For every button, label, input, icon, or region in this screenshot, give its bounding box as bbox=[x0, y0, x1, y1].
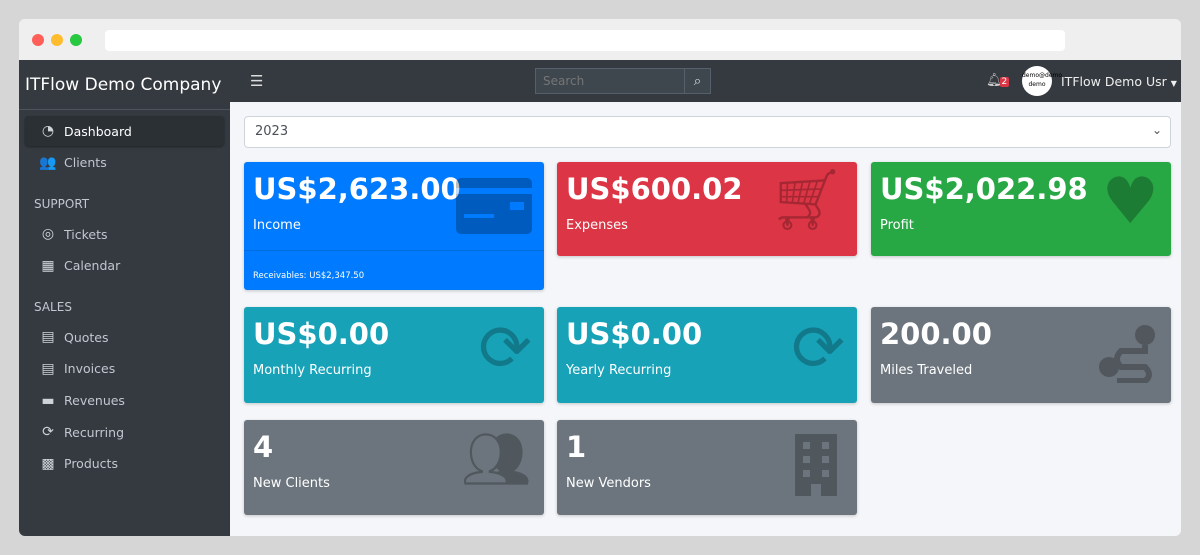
sales-header: SALES bbox=[34, 300, 72, 315]
caret-down-icon: ▼ bbox=[1170, 79, 1177, 88]
selected-year: 2023 bbox=[255, 124, 289, 139]
receivables-link[interactable]: Receivables: US$2,347.50 bbox=[244, 250, 544, 290]
income-card[interactable]: US$2,623.00 Income Receivables: US$2,347… bbox=[244, 162, 544, 290]
dashboard-icon: ◔ bbox=[41, 123, 55, 139]
sync-icon: ⟳ bbox=[478, 312, 532, 386]
new-clients-card[interactable]: 4 New Clients 👥︎ bbox=[244, 420, 544, 515]
users-icon: 👥 bbox=[39, 154, 57, 171]
card-label: Monthly Recurring bbox=[253, 363, 372, 378]
notifications-button[interactable]: 🔔︎2 bbox=[986, 73, 1010, 88]
top-navbar: ☰ ⌕ 🔔︎2 demo@demo demo ITFlow Demo Usr ▼ bbox=[230, 60, 1181, 102]
card-value: 1 bbox=[566, 430, 587, 464]
credit-card-icon: ▬ bbox=[41, 392, 55, 409]
year-select[interactable]: 2023 ⌄ bbox=[244, 116, 1171, 148]
expenses-card[interactable]: US$600.02 Expenses 🛒︎ bbox=[557, 162, 857, 256]
sidebar-item-clients[interactable]: 👥 Clients bbox=[25, 148, 224, 178]
label: Revenues bbox=[64, 393, 125, 409]
label: Calendar bbox=[64, 258, 121, 274]
sidebar-item-recurring[interactable]: ⟳ Recurring bbox=[25, 417, 224, 447]
sidebar-item-tickets[interactable]: ◎ Tickets bbox=[25, 219, 224, 249]
route-icon bbox=[1099, 325, 1155, 383]
card-label: New Vendors bbox=[566, 476, 651, 491]
sidebar: ITFlow Demo Company ◔ Dashboard 👥 Clients … bbox=[19, 60, 230, 536]
chevron-down-icon: ⌄ bbox=[1151, 123, 1162, 137]
building-icon bbox=[795, 434, 837, 496]
label: Recurring bbox=[64, 424, 124, 440]
brand[interactable]: ITFlow Demo Company bbox=[19, 60, 230, 110]
monthly-recurring-card[interactable]: US$0.00 Monthly Recurring ⟳ bbox=[244, 307, 544, 403]
file-icon: ▤ bbox=[41, 329, 55, 346]
sidebar-item-products[interactable]: ▩ Products bbox=[25, 449, 224, 479]
yearly-recurring-card[interactable]: US$0.00 Yearly Recurring ⟳ bbox=[557, 307, 857, 403]
sidebar-item-invoices[interactable]: ▤ Invoices bbox=[25, 354, 224, 384]
card-value: US$600.02 bbox=[566, 172, 743, 206]
maximize-dot[interactable] bbox=[70, 34, 82, 46]
shopping-cart-icon: 🛒︎ bbox=[768, 165, 845, 235]
card-label: New Clients bbox=[253, 476, 330, 491]
browser-window: ITFlow Demo Company ◔ Dashboard 👥 Clients … bbox=[19, 19, 1181, 536]
card-value: US$0.00 bbox=[566, 317, 703, 351]
card-label: Profit bbox=[880, 218, 914, 233]
box-icon: ▩ bbox=[41, 455, 55, 472]
new-vendors-card[interactable]: 1 New Vendors bbox=[557, 420, 857, 515]
card-label: Miles Traveled bbox=[880, 363, 973, 378]
card-label: Expenses bbox=[566, 218, 628, 233]
label: Dashboard bbox=[64, 123, 132, 139]
card-value: US$2,022.98 bbox=[880, 172, 1088, 206]
card-label: Income bbox=[253, 218, 301, 233]
sidebar-item-revenues[interactable]: ▬ Revenues bbox=[25, 386, 224, 416]
label: Quotes bbox=[64, 329, 109, 345]
sync-icon: ⟳ bbox=[791, 312, 845, 386]
credit-card-icon bbox=[456, 178, 532, 234]
search-form: ⌕ bbox=[535, 68, 711, 94]
address-bar[interactable] bbox=[105, 30, 1065, 51]
label: Invoices bbox=[64, 361, 116, 377]
miles-traveled-card[interactable]: 200.00 Miles Traveled bbox=[871, 307, 1171, 403]
search-icon: ⌕ bbox=[693, 73, 702, 88]
life-ring-icon: ◎ bbox=[41, 226, 55, 243]
avatar[interactable]: demo@demo demo bbox=[1022, 66, 1062, 96]
bell-icon: 🔔︎ bbox=[986, 73, 1003, 88]
label: Tickets bbox=[64, 226, 108, 242]
heart-icon: ♥ bbox=[1101, 165, 1159, 239]
card-value: US$0.00 bbox=[253, 317, 390, 351]
support-header: SUPPORT bbox=[34, 197, 90, 212]
minimize-dot[interactable] bbox=[51, 34, 63, 46]
user-menu[interactable]: ITFlow Demo Usr ▼ bbox=[1061, 74, 1177, 89]
search-input[interactable] bbox=[535, 68, 685, 94]
label: Clients bbox=[64, 155, 107, 171]
card-value: 4 bbox=[253, 430, 274, 464]
profit-card[interactable]: US$2,022.98 Profit ♥ bbox=[871, 162, 1171, 256]
card-value: 200.00 bbox=[880, 317, 992, 351]
menu-toggle-icon[interactable]: ☰ bbox=[250, 72, 264, 90]
browser-chrome bbox=[19, 19, 1181, 60]
sidebar-item-calendar[interactable]: ▦ Calendar bbox=[25, 251, 224, 281]
label: Products bbox=[64, 456, 118, 472]
user-name: ITFlow Demo Usr bbox=[1061, 74, 1167, 89]
card-label: Yearly Recurring bbox=[566, 363, 672, 378]
sync-icon: ⟳ bbox=[42, 424, 54, 441]
sidebar-item-quotes[interactable]: ▤ Quotes bbox=[25, 322, 224, 352]
users-icon: 👥︎ bbox=[460, 427, 532, 492]
card-value: US$2,623.00 bbox=[253, 172, 461, 206]
sidebar-item-dashboard[interactable]: ◔ Dashboard bbox=[25, 116, 224, 146]
calendar-icon: ▦ bbox=[41, 257, 55, 274]
notification-badge: 2 bbox=[999, 77, 1010, 87]
search-button[interactable]: ⌕ bbox=[685, 68, 711, 94]
invoice-icon: ▤ bbox=[41, 360, 55, 377]
close-dot[interactable] bbox=[32, 34, 44, 46]
